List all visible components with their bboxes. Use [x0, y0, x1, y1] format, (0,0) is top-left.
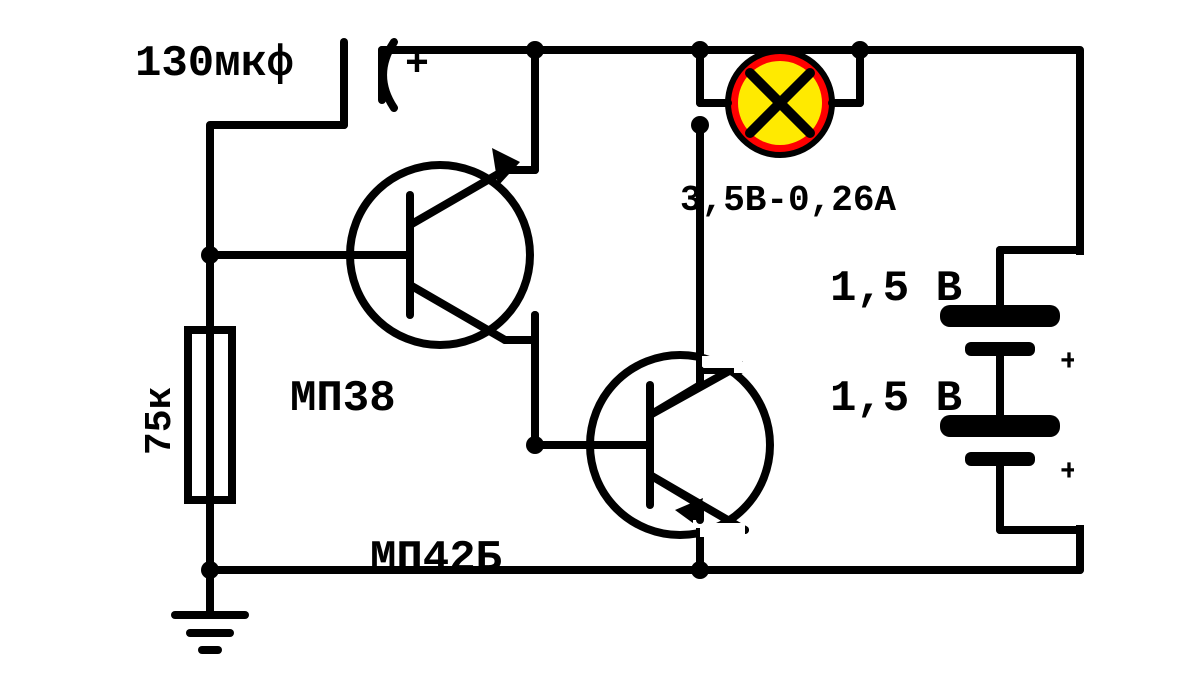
- q2-collector-clean: [650, 370, 700, 415]
- battery1-label: 1,5 В: [830, 264, 962, 314]
- battery2-label: 1,5 В: [830, 374, 962, 424]
- transistor-q2: [590, 355, 770, 535]
- lamp-rating-label: 3,5В-0,26А: [680, 180, 896, 221]
- transistor-q1-label: МП38: [290, 374, 396, 424]
- transistor-q2-label: МП42Б: [370, 534, 502, 584]
- capacitor-polarity-label: +: [405, 43, 429, 88]
- circuit-schematic: 130мкф + 75к МП38: [0, 0, 1200, 675]
- ground-symbol: [175, 615, 245, 650]
- capacitor-label: 130мкф: [135, 39, 293, 89]
- lamp: [728, 51, 832, 155]
- transistor-q1: [350, 125, 535, 345]
- capacitor: [344, 42, 394, 108]
- resistor-label: 75к: [139, 387, 182, 455]
